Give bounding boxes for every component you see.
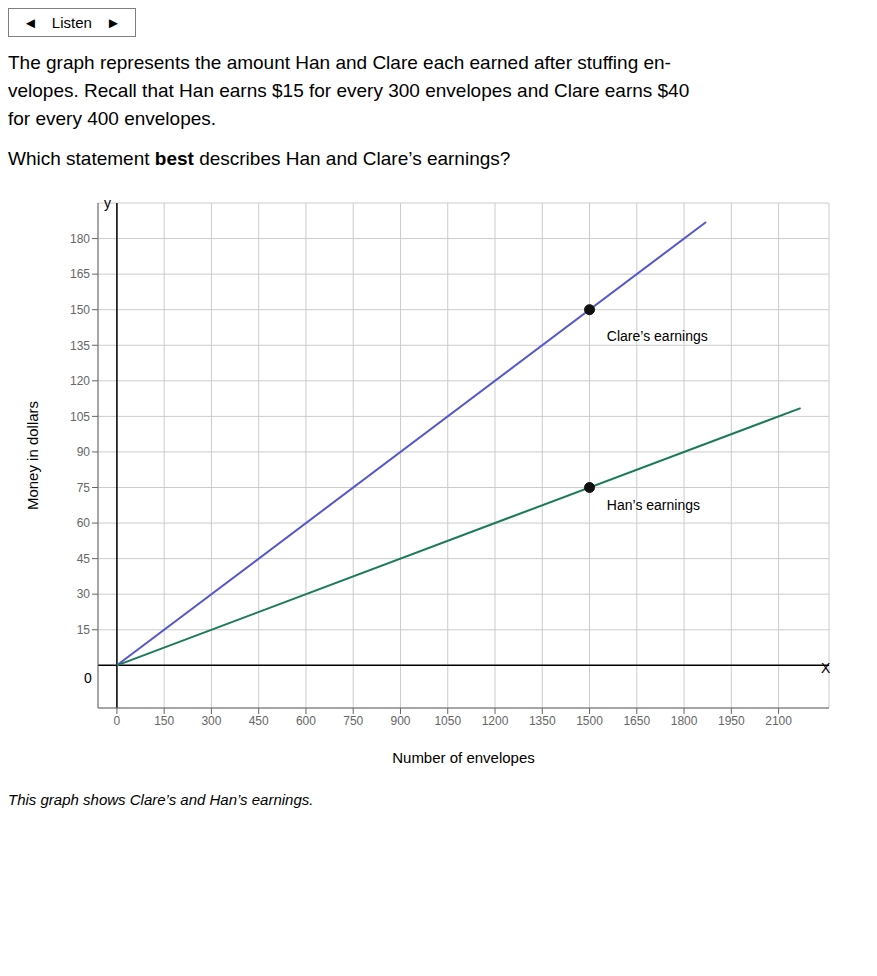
svg-text:Money in dollars: Money in dollars (24, 401, 41, 510)
svg-text:0: 0 (114, 714, 121, 728)
svg-text:y: y (104, 195, 111, 211)
svg-text:105: 105 (70, 410, 90, 424)
svg-text:1500: 1500 (576, 714, 603, 728)
svg-text:0: 0 (84, 670, 92, 686)
svg-text:75: 75 (77, 481, 91, 495)
svg-text:Clare’s earnings: Clare’s earnings (607, 328, 708, 344)
svg-text:1200: 1200 (482, 714, 509, 728)
svg-text:150: 150 (70, 303, 90, 317)
svg-text:90: 90 (77, 445, 91, 459)
svg-text:180: 180 (70, 232, 90, 246)
svg-text:1800: 1800 (671, 714, 698, 728)
svg-text:1350: 1350 (529, 714, 556, 728)
html-text:Which statement best describes: Which statement best describes Han and C… (8, 148, 511, 169)
svg-text:15: 15 (77, 623, 91, 637)
svg-text:1950: 1950 (718, 714, 745, 728)
svg-text:60: 60 (77, 516, 91, 530)
svg-text:Han’s earnings: Han’s earnings (607, 497, 700, 513)
svg-text:165: 165 (70, 267, 90, 281)
html-text:velopes. Recall that Han earns: velopes. Recall that Han earns $15 for e… (8, 80, 690, 101)
html-text:for every 400 envelopes.: for every 400 envelopes. (8, 108, 217, 129)
svg-text:2100: 2100 (765, 714, 792, 728)
svg-text:Number of envelopes: Number of envelopes (392, 749, 535, 766)
svg-text:1650: 1650 (623, 714, 650, 728)
svg-text:900: 900 (390, 714, 410, 728)
html-text:The graph represents the amoun: The graph represents the amount Han and … (8, 52, 671, 73)
svg-text:30: 30 (77, 587, 91, 601)
svg-text:120: 120 (70, 374, 90, 388)
html-text:This graph shows Clare’s and H: This graph shows Clare’s and Han’s earni… (8, 791, 314, 808)
svg-text:X: X (821, 660, 831, 676)
svg-text:750: 750 (343, 714, 363, 728)
svg-text:135: 135 (70, 339, 90, 353)
svg-text:150: 150 (154, 714, 174, 728)
html-text:Listen: Listen (51, 14, 92, 31)
svg-text:450: 450 (249, 714, 269, 728)
svg-text:600: 600 (296, 714, 316, 728)
svg-text:45: 45 (77, 552, 91, 566)
svg-text:1050: 1050 (434, 714, 461, 728)
svg-text:300: 300 (201, 714, 221, 728)
